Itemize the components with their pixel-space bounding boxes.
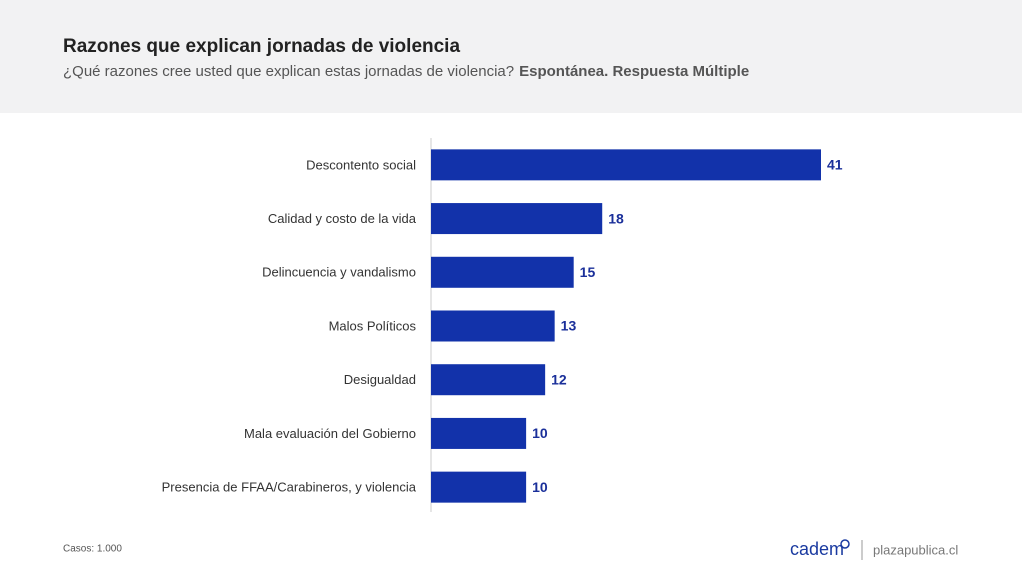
source: plazapublica.cl <box>873 542 958 557</box>
category-label: Malos Políticos <box>329 318 417 333</box>
bar <box>431 203 603 235</box>
value-label: 41 <box>827 157 843 173</box>
subtitle-bold: Espontánea. Respuesta Múltiple <box>519 63 749 80</box>
bar <box>431 256 574 288</box>
chart-subtitle: ¿Qué razones cree usted que explican est… <box>63 63 749 80</box>
value-label: 18 <box>608 210 624 226</box>
category-label: Desigualdad <box>344 372 416 387</box>
category-label: Delincuencia y vandalismo <box>262 265 416 280</box>
logo: cadem <box>790 539 844 559</box>
category-label: Descontento social <box>306 157 416 172</box>
bar <box>431 417 527 449</box>
category-label: Calidad y costo de la vida <box>268 211 417 226</box>
value-label: 10 <box>532 425 548 441</box>
bar <box>431 310 555 342</box>
logo-dot <box>840 539 850 549</box>
value-label: 13 <box>561 318 577 334</box>
subtitle: ¿Qué razones cree usted que explican est… <box>63 63 514 80</box>
note: Casos: 1.000 <box>63 544 122 555</box>
bar <box>431 364 546 396</box>
category-label: Presencia de FFAA/Carabineros, y violenc… <box>162 480 417 495</box>
header-band <box>0 0 1022 113</box>
value-label: 10 <box>532 479 548 495</box>
value-label: 12 <box>551 371 567 387</box>
bar <box>431 149 821 181</box>
category-label: Mala evaluación del Gobierno <box>244 426 416 441</box>
value-label: 15 <box>580 264 596 280</box>
bar <box>431 471 527 503</box>
chart-title: Razones que explican jornadas de violenc… <box>63 36 460 57</box>
